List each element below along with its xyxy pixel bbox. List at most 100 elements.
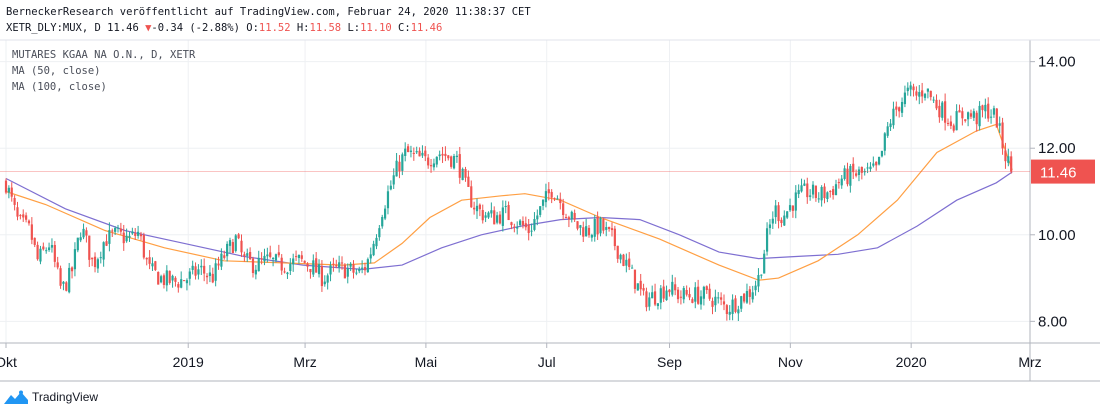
candle-body <box>372 243 375 256</box>
candle-body <box>955 111 958 131</box>
candle-body <box>131 231 134 234</box>
candle-body <box>171 275 174 281</box>
candle-body <box>10 187 13 197</box>
candle-body <box>768 224 772 229</box>
x-tick-label: Mrz <box>1018 354 1041 370</box>
candle-body <box>116 227 120 229</box>
candle-body <box>105 241 108 246</box>
candle-body <box>62 281 65 284</box>
candle-body <box>478 204 481 210</box>
candle-body <box>935 99 938 109</box>
candle-body <box>473 207 476 210</box>
candle-body <box>1001 122 1004 149</box>
candle-body <box>484 215 487 218</box>
candle-body <box>731 299 734 314</box>
candle-body <box>972 111 975 118</box>
candle-body <box>903 92 907 105</box>
candle-body <box>96 259 100 269</box>
candle-body <box>191 265 194 270</box>
candle-body <box>518 220 522 226</box>
candle-body <box>995 108 998 128</box>
candle-body <box>438 154 441 157</box>
candle-body <box>889 123 892 128</box>
candle-body <box>533 219 536 230</box>
candle-body <box>725 305 728 315</box>
low-value: 11.10 <box>360 22 392 34</box>
candle-body <box>702 286 705 299</box>
candle-body <box>398 161 401 172</box>
candle-body <box>550 191 553 198</box>
candle-body <box>625 259 628 266</box>
candle-body <box>843 168 846 179</box>
candle-body <box>312 260 315 275</box>
ma100-series <box>5 171 1013 271</box>
y-tick-label: 12.00 <box>1038 140 1076 157</box>
candle-body <box>671 281 674 295</box>
candle-body <box>122 232 125 244</box>
candle-body <box>283 271 286 273</box>
candle-body <box>596 216 599 235</box>
candle-body <box>455 155 458 158</box>
candle-body <box>349 263 352 267</box>
candle-body <box>134 233 137 236</box>
high-value: 11.58 <box>309 22 342 34</box>
candle-body <box>567 217 571 220</box>
candle-body <box>427 157 430 166</box>
candle-body <box>717 297 720 299</box>
symbol-label: XETR_DLY:MUX, D <box>6 22 101 34</box>
candle-body <box>326 275 329 283</box>
candle-body <box>521 221 525 226</box>
tradingview-logo-icon <box>4 390 28 404</box>
candle-body <box>249 251 252 260</box>
candle-body <box>148 257 151 264</box>
candle-body <box>490 210 493 214</box>
candle-body <box>599 217 602 234</box>
candle-body <box>59 268 62 286</box>
candle-body <box>162 275 166 285</box>
candle-body <box>145 257 148 260</box>
candle-body <box>444 153 447 157</box>
candle-body <box>464 169 467 178</box>
candle-body <box>852 163 855 173</box>
candle-body <box>19 215 22 217</box>
candle-body <box>395 160 398 177</box>
candle-body <box>406 146 410 153</box>
ma50-series <box>5 123 1013 281</box>
candle-body <box>797 190 800 195</box>
candle-body <box>234 235 237 251</box>
candle-body <box>435 156 438 165</box>
candle-body <box>961 111 964 119</box>
candle-body <box>292 258 295 265</box>
candle-body <box>501 207 504 226</box>
candle-body <box>691 299 694 303</box>
candle-body <box>343 264 346 279</box>
candle-body <box>151 263 154 267</box>
candle-body <box>639 280 642 290</box>
candle-body <box>682 288 685 300</box>
candle-body <box>849 166 852 186</box>
candle-series <box>4 81 1013 322</box>
candle-body <box>378 228 381 238</box>
candle-body <box>458 154 461 178</box>
candle-body <box>662 286 665 299</box>
low-label: L: <box>347 22 361 34</box>
candle-body <box>760 274 763 276</box>
candle-body <box>315 258 318 273</box>
candle-body <box>70 267 74 272</box>
candle-body <box>837 182 840 184</box>
candle-body <box>73 249 77 270</box>
candle-body <box>481 210 484 221</box>
candle-body <box>992 108 996 115</box>
candle-body <box>415 151 418 153</box>
candle-body <box>909 85 912 90</box>
candle-body <box>527 224 530 234</box>
candle-body <box>763 253 766 274</box>
candle-body <box>967 112 970 120</box>
candle-body <box>22 214 25 218</box>
open-value: 11.52 <box>258 22 291 34</box>
footer-brand[interactable]: TradingView <box>4 390 98 404</box>
ohlc-bar: XETR_DLY:MUX, D 11.46 ▼-0.34 (-2.88%) O:… <box>6 22 442 34</box>
candle-body <box>243 254 246 257</box>
candle-body <box>409 150 413 152</box>
